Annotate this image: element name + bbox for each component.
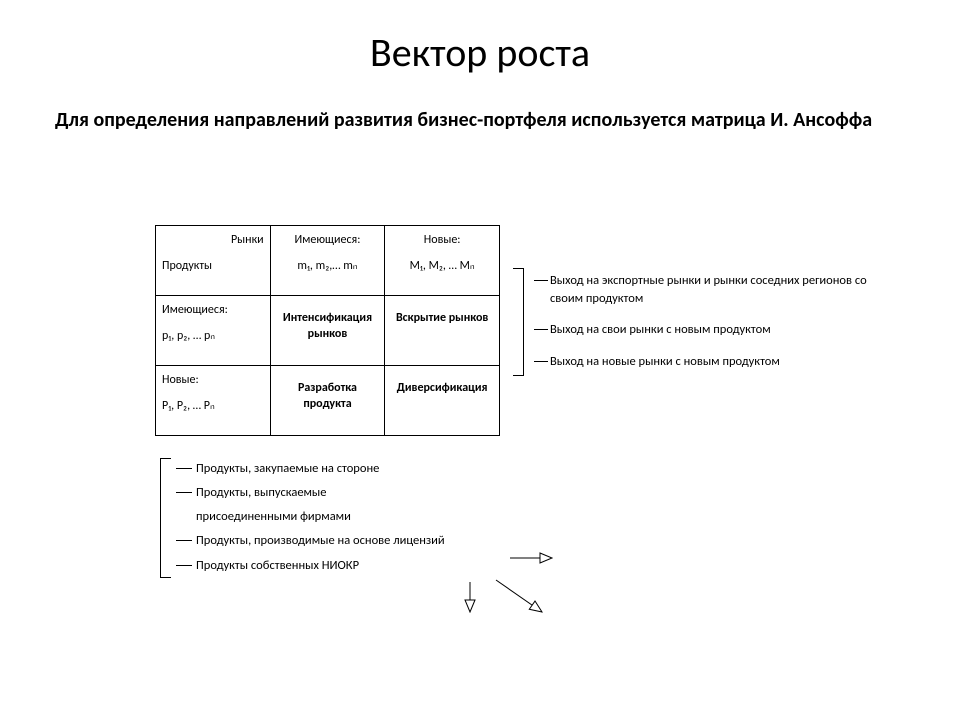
- row-existing-items: p₁, p₂, … pₙ: [162, 328, 264, 344]
- bottom-note-text: присоединенными фирмами: [196, 509, 351, 524]
- q4-label: Диверсификация: [391, 380, 493, 396]
- col-new-items: M₁, M₂, … Mₙ: [391, 258, 493, 274]
- slide: Вектор роста Для определения направлений…: [0, 0, 960, 720]
- right-lines: Выход на экспортные рынки и рынки соседн…: [550, 272, 900, 384]
- bottom-note-0: Продукты, закупаемые на стороне: [196, 460, 596, 478]
- row-header-existing: Имеющиеся: p₁, p₂, … pₙ: [156, 296, 271, 366]
- corner-markets: Рынки: [162, 232, 264, 248]
- right-bracket-icon: [500, 268, 524, 376]
- row-header-new: Новые: P₁, P₂, … Pₙ: [156, 366, 271, 436]
- cell-q1: Интенсификация рынков: [270, 296, 385, 366]
- matrix-table: Рынки Продукты Имеющиеся: m₁, m₂,… mₙ Но…: [155, 225, 500, 436]
- tick-icon: [176, 565, 192, 566]
- corner-products: Продукты: [162, 258, 264, 274]
- right-note-0: Выход на экспортные рынки и рынки соседн…: [550, 272, 900, 307]
- q2-label: Вскрытие рынков: [391, 310, 493, 326]
- col-existing-items: m₁, m₂,… mₙ: [277, 258, 379, 274]
- matrix-corner: Рынки Продукты: [156, 226, 271, 296]
- right-note-2: Выход на новые рынки с новым продуктом: [550, 353, 900, 371]
- bottom-note-3: Продукты, производимые на основе лицензи…: [196, 532, 596, 550]
- cell-q4: Диверсификация: [385, 366, 500, 436]
- tick-icon: [176, 540, 192, 541]
- tick-icon: [534, 329, 548, 330]
- row-existing-label: Имеющиеся:: [162, 302, 264, 318]
- right-note-1: Выход на свои рынки с новым продуктом: [550, 321, 900, 339]
- bottom-note-4: Продукты собственных НИОКР: [196, 557, 596, 575]
- col-existing-label: Имеющиеся:: [277, 232, 379, 248]
- cell-q2: Вскрытие рынков: [385, 296, 500, 366]
- slide-subtitle: Для определения направлений развития биз…: [55, 107, 905, 133]
- col-header-new: Новые: M₁, M₂, … Mₙ: [385, 226, 500, 296]
- cell-q3: Разработка продукта: [270, 366, 385, 436]
- bottom-note-text: Продукты собственных НИОКР: [196, 558, 359, 573]
- tick-icon: [176, 492, 192, 493]
- q1-label: Интенсификация рынков: [277, 310, 379, 342]
- col-header-existing: Имеющиеся: m₁, m₂,… mₙ: [270, 226, 385, 296]
- tick-icon: [176, 468, 192, 469]
- bottom-note-text: Продукты, закупаемые на стороне: [196, 461, 379, 476]
- bottom-note-text: Продукты, выпускаемые: [196, 485, 326, 500]
- ansoff-matrix: Рынки Продукты Имеющиеся: m₁, m₂,… mₙ Но…: [155, 225, 500, 436]
- row-new-label: Новые:: [162, 372, 264, 388]
- right-note-text: Выход на новые рынки с новым продуктом: [550, 354, 780, 369]
- tick-icon: [534, 361, 548, 362]
- col-new-label: Новые:: [391, 232, 493, 248]
- slide-title: Вектор роста: [55, 28, 905, 77]
- bottom-bracket-icon: [160, 458, 174, 578]
- tick-icon: [534, 280, 548, 281]
- right-note-text: Выход на свои рынки с новым продуктом: [550, 322, 771, 337]
- q3-label: Разработка продукта: [277, 380, 379, 412]
- bottom-note-2: присоединенными фирмами: [196, 508, 596, 526]
- bottom-lines: Продукты, закупаемые на стороне Продукты…: [196, 460, 596, 581]
- row-new-items: P₁, P₂, … Pₙ: [162, 398, 264, 414]
- bottom-note-text: Продукты, производимые на основе лицензи…: [196, 533, 445, 548]
- right-note-text: Выход на экспортные рынки и рынки соседн…: [550, 273, 867, 306]
- bottom-note-1: Продукты, выпускаемые: [196, 484, 596, 502]
